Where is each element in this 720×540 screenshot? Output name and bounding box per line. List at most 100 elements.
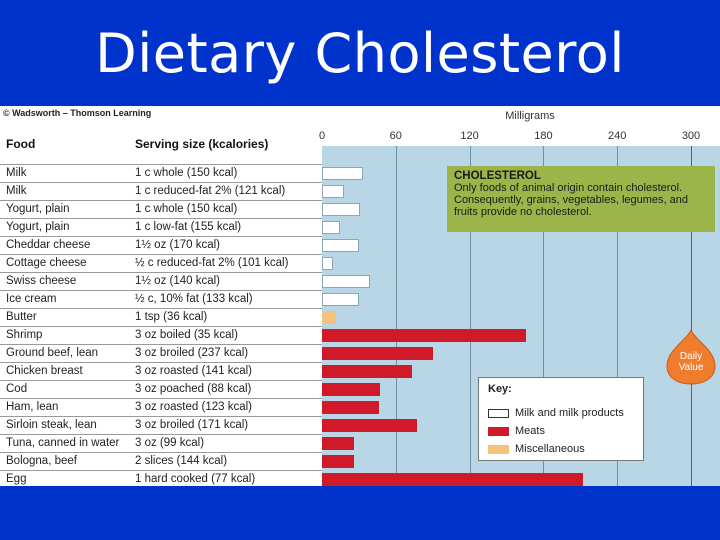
table-row: Egg 1 hard cooked (77 kcal)	[0, 470, 322, 486]
callout-text: Only foods of animal origin contain chol…	[454, 182, 688, 218]
food-name: Ham, lean	[6, 401, 59, 413]
table-row: Cottage cheese ½ c reduced-fat 2% (101 kc…	[0, 254, 322, 272]
bar-milk	[322, 185, 345, 198]
bar-misc	[322, 311, 336, 324]
daily-value-drop-icon	[666, 328, 716, 385]
table-row: Ground beef, lean 3 oz broiled (237 kcal)	[0, 344, 322, 362]
bar-meat	[322, 455, 354, 468]
serving-size: 1 tsp (36 kcal)	[135, 311, 208, 323]
bar-meat	[322, 401, 379, 414]
misc-swatch	[488, 444, 509, 454]
food-name: Milk	[6, 185, 27, 197]
cholesterol-callout: CHOLESTEROL Only foods of animal origin …	[447, 166, 715, 232]
legend-label-misc: Miscellaneous	[515, 443, 585, 455]
food-name: Swiss cheese	[6, 275, 77, 287]
key-title: Key:	[488, 383, 512, 395]
food-name: Sirloin steak, lean	[6, 419, 97, 431]
food-name: Milk	[6, 167, 27, 179]
serving-size: ½ c, 10% fat (133 kcal)	[135, 293, 253, 305]
food-name: Yogurt, plain	[6, 203, 70, 215]
table-row: Butter 1 tsp (36 kcal)	[0, 308, 322, 326]
daily-value-line	[691, 146, 692, 486]
food-name: Shrimp	[6, 329, 43, 341]
food-name: Chicken breast	[6, 365, 83, 377]
x-tick-label: 0	[318, 130, 326, 142]
serving-size: 1½ oz (140 kcal)	[135, 275, 221, 287]
bar-meat	[322, 347, 433, 360]
x-tick-label: 120	[460, 130, 479, 142]
food-name: Cottage cheese	[6, 257, 87, 269]
serving-size: 1 c reduced-fat 2% (121 kcal)	[135, 185, 286, 197]
serving-size: 3 oz poached (88 kcal)	[135, 383, 252, 395]
x-axis-title: Milligrams	[505, 110, 555, 122]
daily-value-label: Daily Value	[665, 351, 717, 373]
food-name: Egg	[6, 473, 27, 485]
serving-size: 3 oz broiled (171 kcal)	[135, 419, 249, 431]
table-row: Shrimp 3 oz boiled (35 kcal)	[0, 326, 322, 344]
food-name: Ground beef, lean	[6, 347, 99, 359]
serving-size: 1½ oz (170 kcal)	[135, 239, 221, 251]
table-row: Yogurt, plain 1 c low-fat (155 kcal)	[0, 218, 322, 236]
food-name: Cod	[6, 383, 28, 395]
serving-size: 3 oz broiled (237 kcal)	[135, 347, 249, 359]
milk-swatch	[488, 408, 509, 418]
bar-milk	[322, 275, 370, 288]
bar-milk	[322, 239, 359, 252]
table-row: Cheddar cheese 1½ oz (170 kcal)	[0, 236, 322, 254]
table-row: Chicken breast 3 oz roasted (141 kcal)	[0, 362, 322, 380]
serving-size: 1 c whole (150 kcal)	[135, 203, 238, 215]
serving-size: 3 oz roasted (141 kcal)	[135, 365, 252, 377]
legend-item-meats: Meats	[488, 424, 545, 438]
legend-key: Key: Milk and milk products Meats Miscel…	[478, 377, 644, 461]
table-row: Swiss cheese 1½ oz (140 kcal)	[0, 272, 322, 290]
food-column-header: Food	[6, 137, 36, 151]
bar-meat	[322, 473, 583, 486]
x-tick-label: 180	[534, 130, 553, 142]
serving-size: 1 c whole (150 kcal)	[135, 167, 238, 179]
grid-line	[543, 146, 544, 486]
daily-value-badge: Daily Value	[665, 328, 717, 386]
serving-size: ½ c reduced-fat 2% (101 kcal)	[135, 257, 289, 269]
food-name: Bologna, beef	[6, 455, 77, 467]
table-row: Sirloin steak, lean 3 oz broiled (171 kca…	[0, 416, 322, 434]
grid-line	[617, 146, 618, 486]
food-name: Ice cream	[6, 293, 57, 305]
table-row: Yogurt, plain 1 c whole (150 kcal)	[0, 200, 322, 218]
daily-value-line2: Value	[678, 362, 704, 373]
serving-size: 3 oz boiled (35 kcal)	[135, 329, 238, 341]
meats-swatch	[488, 426, 509, 436]
bar-milk	[322, 257, 334, 270]
food-name: Yogurt, plain	[6, 221, 70, 233]
bar-milk	[322, 221, 341, 234]
food-name: Butter	[6, 311, 37, 323]
legend-item-misc: Miscellaneous	[488, 442, 585, 456]
bar-meat	[322, 383, 380, 396]
table-row: Cod 3 oz poached (88 kcal)	[0, 380, 322, 398]
x-tick-label: 300	[681, 130, 701, 142]
bar-meat	[322, 329, 527, 342]
table-row: Tuna, canned in water 3 oz (99 kcal)	[0, 434, 322, 452]
callout-title: CHOLESTEROL	[454, 170, 541, 182]
serving-size: 3 oz roasted (123 kcal)	[135, 401, 252, 413]
slide-title: Dietary Cholesterol	[95, 22, 625, 85]
legend-item-milk: Milk and milk products	[488, 406, 624, 420]
food-name: Tuna, canned in water	[6, 437, 120, 449]
serving-size: 1 hard cooked (77 kcal)	[135, 473, 256, 485]
food-name: Cheddar cheese	[6, 239, 91, 251]
chart-panel: © Wadsworth – Thomson Learning Food Serv…	[0, 106, 720, 486]
serving-size: 1 c low-fat (155 kcal)	[135, 221, 242, 233]
serving-column-header: Serving size (kcalories)	[135, 137, 269, 151]
table-row: Milk 1 c reduced-fat 2% (121 kcal)	[0, 182, 322, 200]
x-tick-label: 240	[608, 130, 627, 142]
table-row: Bologna, beef 2 slices (144 kcal)	[0, 452, 322, 470]
serving-size: 3 oz (99 kcal)	[135, 437, 205, 449]
daily-value-line1: Daily	[679, 351, 703, 362]
grid-line	[470, 146, 471, 486]
x-tick-label: 60	[389, 130, 402, 142]
bar-meat	[322, 365, 412, 378]
bar-milk	[322, 167, 363, 180]
bar-milk	[322, 293, 359, 306]
legend-label-milk: Milk and milk products	[515, 407, 624, 419]
table-row: Milk 1 c whole (150 kcal)	[0, 164, 322, 182]
bar-meat	[322, 419, 417, 432]
